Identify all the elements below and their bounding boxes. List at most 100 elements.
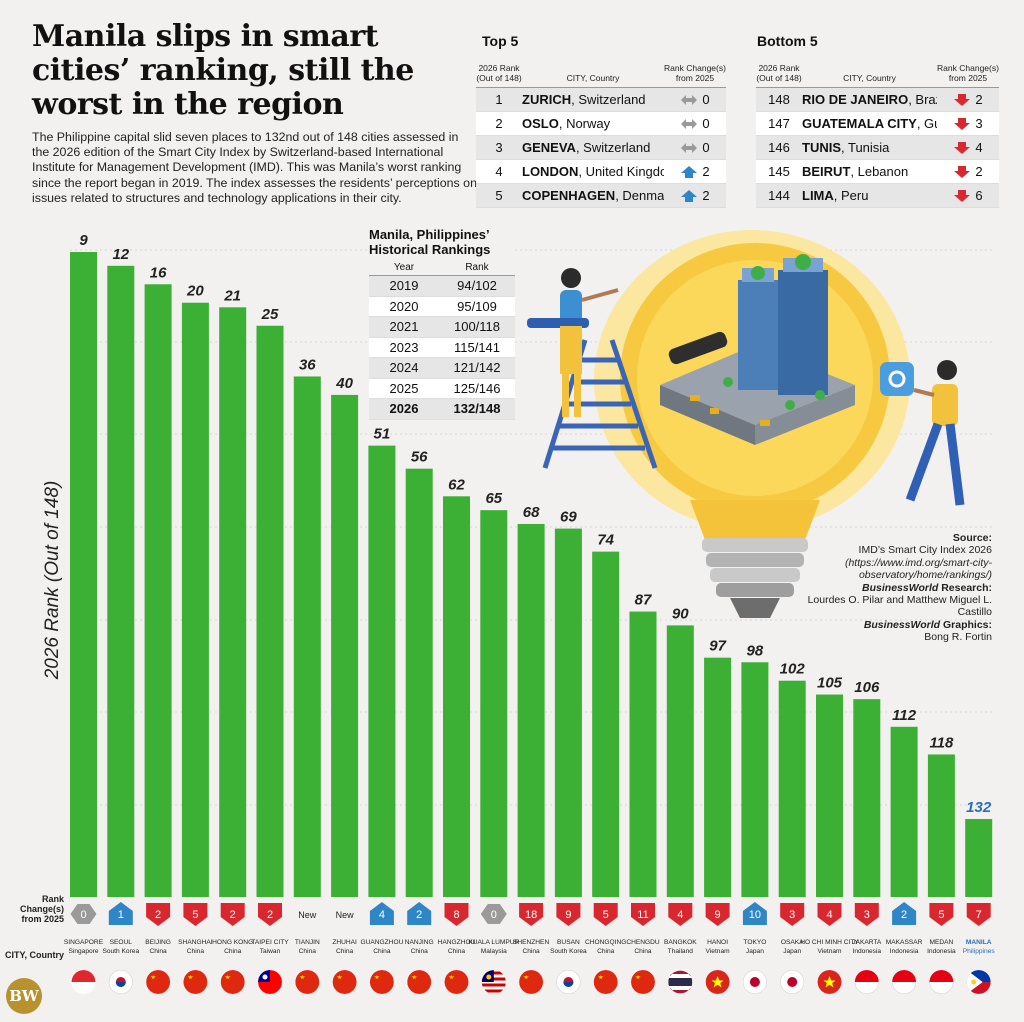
bottom5-row: 147 GUATEMALA CITY, Guatemala3: [756, 112, 999, 136]
bar-value-label: 105: [817, 675, 843, 692]
rank-cell: 115/141: [453, 339, 501, 355]
bottom5-header-change: Rank Change(s) from 2025: [937, 63, 999, 83]
svg-text:5: 5: [603, 909, 609, 921]
country-label: Japan: [783, 948, 801, 955]
change-cell: 6: [937, 188, 999, 203]
city-label: MANILA: [966, 939, 992, 946]
svg-text:3: 3: [789, 909, 795, 921]
country-label: Indonesia: [927, 948, 956, 955]
country-label: Indonesia: [890, 948, 919, 955]
top5-title: Top 5: [482, 33, 519, 49]
historical-row: 2023 115/141: [369, 338, 515, 358]
city-label: JAKARTA: [852, 939, 882, 946]
bar-value-label: 62: [448, 476, 465, 493]
city-cell: BEIRUT, Lebanon: [802, 164, 909, 179]
svg-text:4: 4: [826, 909, 832, 921]
rank-change-badge: 18: [519, 903, 544, 926]
top5-row: 5 COPENHAGEN, Denmark2: [476, 184, 726, 208]
rank-cell: 1: [495, 92, 503, 107]
top5-row: 2 OSLO, Norway 0: [476, 112, 726, 136]
country-label: China: [299, 948, 317, 955]
bottom5-row: 146 TUNIS, Tunisia 4: [756, 136, 999, 160]
city-label: NANJING: [405, 939, 434, 946]
city-label: BUSAN: [557, 939, 580, 946]
country-label: China: [336, 948, 354, 955]
bar-zhuhai: [331, 394, 359, 897]
bar-value-label: 21: [223, 287, 241, 304]
research-brand: BusinessWorld: [862, 581, 939, 594]
svg-text:2: 2: [230, 909, 236, 921]
year-cell: 2020: [389, 298, 419, 314]
bar-value-label: 9: [79, 232, 88, 249]
bar-busan: [554, 528, 582, 897]
china-flag-icon: [444, 970, 469, 994]
city-cell: GENEVA, Switzerland: [522, 140, 651, 155]
rank-cell: 5: [495, 188, 503, 203]
country-label: Japan: [746, 948, 764, 955]
bottom5-row: 148 RIO DE JANEIRO, Brazil2: [756, 88, 999, 112]
country-label: China: [149, 948, 167, 955]
bar-nanjing: [405, 468, 433, 897]
bar-seoul: [107, 265, 135, 898]
country-label: China: [597, 948, 615, 955]
svg-text:2: 2: [267, 909, 273, 921]
bar-bangkok: [666, 625, 694, 897]
rank-change-badge: 3: [780, 903, 805, 926]
city-label: SHANGHAI: [178, 939, 213, 946]
rank-cell: 95/109: [457, 298, 497, 314]
rank-change-badge: 0: [480, 904, 507, 924]
source-label: Source:: [952, 532, 992, 544]
bar-medan: [927, 754, 955, 897]
change-cell: 2: [664, 188, 726, 203]
rank-cell: 121/142: [453, 360, 501, 376]
south-korea-flag-icon: [556, 970, 581, 994]
rank-cell: 100/118: [453, 319, 501, 335]
svg-text:New: New: [336, 910, 355, 920]
svg-text:7: 7: [976, 909, 982, 921]
bottom5-row: 145 BEIRUT, Lebanon 2: [756, 160, 999, 184]
china-flag-icon: [519, 970, 544, 994]
indonesia-flag-icon: [929, 970, 954, 994]
year-cell: 2025: [389, 380, 419, 396]
rank-cell: 147: [768, 116, 790, 131]
svg-text:4: 4: [677, 909, 683, 921]
china-flag-icon: [146, 970, 171, 994]
thailand-flag-icon: [668, 970, 693, 994]
city-label: KUALA LUMPUR: [468, 939, 519, 946]
bar-value-label: 132: [966, 799, 992, 816]
bar-jakarta: [853, 699, 881, 897]
bar-hanoi: [704, 657, 732, 897]
bar-kuala-lumpur: [480, 510, 508, 897]
china-flag-icon: [183, 970, 208, 994]
arrow-unchanged-icon: [681, 118, 698, 129]
historical-row: 2026 132/148: [369, 399, 515, 420]
bar-value-label: 25: [261, 306, 279, 323]
china-flag-icon: [593, 970, 618, 994]
bar-osaka: [778, 680, 806, 897]
country-label: China: [411, 948, 429, 955]
svg-text:1: 1: [118, 909, 124, 921]
city-cell: GUATEMALA CITY, Guatemala: [802, 116, 937, 131]
city-label: OSAKA: [781, 939, 804, 946]
svg-text:3: 3: [864, 909, 870, 921]
rank-change-badge: 5: [929, 903, 954, 926]
city-label: TAIPEI CITY: [251, 939, 289, 946]
bar-value-label: 74: [597, 532, 614, 549]
bar-ho-chi-minh-city: [816, 694, 843, 897]
china-flag-icon: [295, 970, 320, 994]
bar-value-label: 65: [485, 490, 502, 507]
businessworld-logo: BW: [6, 978, 42, 1014]
svg-text:11: 11: [637, 909, 648, 921]
arrow-down-icon: [954, 117, 971, 130]
top5-row: 4 LONDON, United Kingdom2: [476, 160, 726, 184]
rank-change-badge: New: [298, 910, 317, 920]
top5-row: 3 GENEVA, Switzerland 0: [476, 136, 726, 160]
indonesia-flag-icon: [892, 970, 917, 994]
rank-change-badge: 4: [369, 902, 394, 925]
bar-value-label: 97: [709, 638, 726, 655]
historical-title: Manila, Philippines’ Historical Rankings: [369, 227, 515, 260]
bar-manila: [965, 819, 993, 897]
year-cell: 2019: [389, 278, 419, 294]
bottom5-header-rank: 2026 Rank (Out of 148): [756, 63, 802, 83]
malaysia-flag-icon: [481, 970, 506, 994]
